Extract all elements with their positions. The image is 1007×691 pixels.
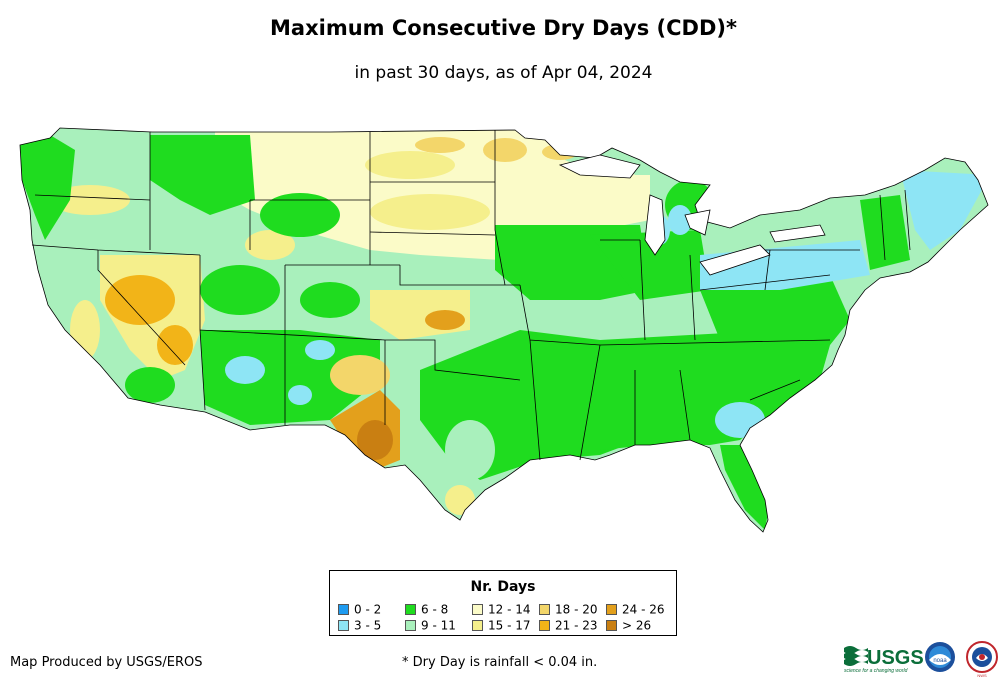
legend-item-9-11: 9 - 11	[405, 619, 456, 632]
usgs-wordmark: USGS	[867, 647, 924, 669]
legend-swatch	[472, 620, 483, 631]
legend-swatch	[606, 604, 617, 615]
map-credit: Map Produced by USGS/EROS	[10, 655, 203, 670]
usgs-logo: USGS science for a changing world	[844, 646, 924, 674]
map-subtitle: in past 30 days, as of Apr 04, 2024	[354, 63, 653, 83]
legend-item-15-17: 15 - 17	[472, 619, 531, 632]
legend-item-gt-26: > 26	[606, 619, 651, 632]
legend-item-24-26: 24 - 26	[606, 603, 665, 616]
legend-swatch	[539, 620, 550, 631]
legend-swatch	[606, 620, 617, 631]
nws-logo: NWS	[966, 641, 998, 678]
legend-item-21-23: 21 - 23	[539, 619, 598, 632]
legend-item-6-8: 6 - 8	[405, 603, 448, 616]
map-title: Maximum Consecutive Dry Days (CDD)*	[270, 16, 737, 40]
legend-item-3-5: 3 - 5	[338, 619, 381, 632]
usgs-tagline: science for a changing world	[844, 668, 908, 674]
great-lakes	[558, 154, 826, 276]
nws-wordmark: NWS	[977, 673, 987, 678]
dry-day-footnote: * Dry Day is rainfall < 0.04 in.	[402, 655, 598, 670]
agency-logos: USGS science for a changing world noaa N…	[844, 641, 998, 678]
noaa-logo: noaa	[925, 642, 955, 672]
legend-title: Nr. Days	[470, 579, 536, 595]
legend-item-18-20: 18 - 20	[539, 603, 598, 616]
legend-swatch	[338, 604, 349, 615]
legend-swatch	[338, 620, 349, 631]
noaa-wordmark: noaa	[933, 658, 947, 664]
legend-swatch	[405, 604, 416, 615]
legend-swatch	[539, 604, 550, 615]
legend-item-12-14: 12 - 14	[472, 603, 531, 616]
legend-item-0-2: 0 - 2	[338, 603, 381, 616]
legend-swatch	[405, 620, 416, 631]
legend-swatch	[472, 604, 483, 615]
state-boundaries	[19, 127, 989, 533]
legend: Nr. Days 0 - 2 3 - 5 6 - 8 9 - 11 12 - 1…	[329, 570, 677, 636]
